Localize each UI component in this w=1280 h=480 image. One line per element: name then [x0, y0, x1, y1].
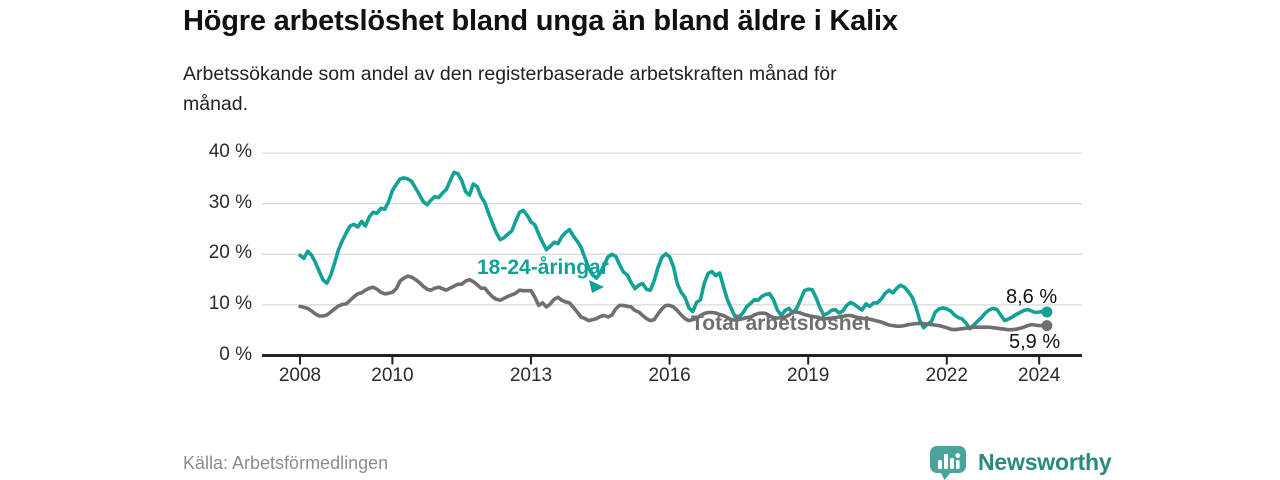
end-value-youth: 8,6 %: [1006, 286, 1058, 308]
y-tick-label: 10 %: [208, 292, 252, 314]
subtitle-line-2: månad.: [183, 93, 249, 115]
y-tick-label: 20 %: [208, 242, 252, 264]
newsworthy-logo-text: Newsworthy: [978, 449, 1112, 475]
x-tick-label: 2010: [371, 365, 414, 386]
y-tick-label: 0 %: [219, 343, 252, 365]
newsworthy-logo-icon: [930, 446, 966, 480]
x-tick-label: 2008: [278, 365, 322, 386]
series-label-youth: 18-24-åringar: [477, 256, 609, 279]
x-tick-label: 2019: [787, 365, 830, 386]
x-tick-label: 2016: [648, 365, 691, 386]
end-value-total: 5,9 %: [1009, 331, 1061, 353]
chart-subtitle: Arbetssökande som andel av den registerb…: [183, 59, 837, 119]
source-note: Källa: Arbetsförmedlingen: [183, 453, 389, 473]
x-tick-label: 2024: [1018, 365, 1061, 386]
series-end-dot-total: [1041, 320, 1053, 332]
x-tick-label: 2013: [509, 365, 553, 386]
y-tick-label: 30 %: [208, 191, 252, 213]
series-label-total: Total arbetslöshet: [691, 312, 871, 335]
x-tick-label: 2022: [925, 365, 968, 386]
page-title: Högre arbetslöshet bland unga än bland ä…: [183, 5, 898, 37]
series-end-dot-youth: [1041, 306, 1053, 318]
label-arrow-icon: [589, 280, 604, 293]
subtitle-line-1: Arbetssökande som andel av den registerb…: [183, 63, 837, 85]
y-tick-label: 40 %: [208, 141, 252, 163]
newsworthy-logo[interactable]: Newsworthy: [929, 445, 1112, 480]
series-line-total: [298, 274, 1049, 332]
